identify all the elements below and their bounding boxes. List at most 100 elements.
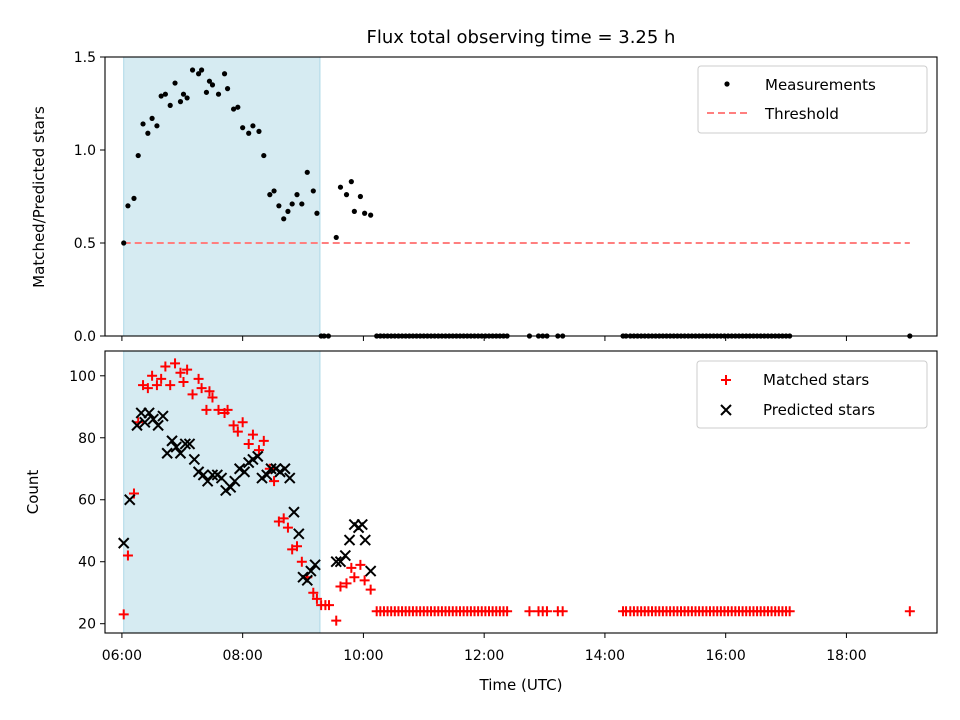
measurement-point xyxy=(131,195,137,201)
matched-point xyxy=(296,556,307,567)
matched-point xyxy=(160,361,171,372)
matched-point xyxy=(237,417,248,428)
measurement-point xyxy=(261,152,267,159)
measurement-point xyxy=(180,91,187,97)
predicted-point xyxy=(330,556,342,568)
bottom-x-tick-label: 08:00 xyxy=(222,648,262,664)
predicted-point xyxy=(215,472,228,484)
measurement-point xyxy=(246,130,252,136)
matched-point xyxy=(151,380,162,391)
measurement-point xyxy=(357,193,363,200)
legend-predicted-cross xyxy=(720,404,732,416)
measurement-point xyxy=(189,67,196,73)
legend-matched-plus xyxy=(721,375,731,385)
measurement-point xyxy=(267,192,273,198)
measurement-point xyxy=(184,95,190,101)
predicted-point xyxy=(143,407,155,419)
measurement-point xyxy=(195,71,202,77)
predicted-point xyxy=(229,475,241,487)
legend-matched-marker xyxy=(721,375,731,385)
matched-point xyxy=(122,550,133,561)
matched-point xyxy=(196,383,207,394)
measurement-point xyxy=(145,130,151,136)
measurement-point xyxy=(289,201,295,207)
predicted-point xyxy=(359,534,371,546)
top-y-tick-label: 1.5 xyxy=(74,50,96,66)
matched-point xyxy=(243,438,254,449)
predicted-point xyxy=(261,469,273,481)
measurement-point xyxy=(121,240,127,246)
predicted-point xyxy=(364,565,377,577)
matched-point xyxy=(331,615,342,626)
measurement-point xyxy=(299,201,305,207)
bottom-x-tick-label: 14:00 xyxy=(585,648,625,664)
predicted-point xyxy=(293,528,305,540)
measurement-point xyxy=(337,184,344,190)
matched-point xyxy=(147,370,158,381)
matched-point xyxy=(308,587,319,598)
matched-point xyxy=(904,606,915,617)
measurement-point xyxy=(304,169,310,175)
measurement-point xyxy=(209,82,216,88)
measurement-point xyxy=(224,86,231,92)
matched-point xyxy=(193,373,204,384)
legend-matched-label: Matched stars xyxy=(763,371,869,389)
top-x-ticks xyxy=(121,336,847,341)
predicted-point xyxy=(339,549,352,562)
x-axis-label: Time (UTC) xyxy=(479,676,563,694)
measurement-point xyxy=(314,210,320,216)
predicted-point xyxy=(124,494,136,506)
bottom-x-tick-label: 18:00 xyxy=(826,648,866,664)
measurement-point xyxy=(231,106,237,112)
matched-point xyxy=(269,476,280,487)
predicted-point xyxy=(179,438,192,450)
matched-point xyxy=(156,373,167,384)
matched-point xyxy=(524,606,535,617)
bottom-x-tick-label: 10:00 xyxy=(343,648,383,664)
top-panel: 0.0 0.5 1.0 1.5 Flux total observing time =… xyxy=(30,27,938,345)
top-y-tick-label: 0.0 xyxy=(74,329,96,345)
predicted-point xyxy=(288,506,300,518)
measurement-point xyxy=(125,203,131,209)
matched-point xyxy=(170,358,181,369)
matched-point xyxy=(346,562,357,573)
bottom-y-ticks: 20 40 60 80 100 xyxy=(69,369,105,633)
measurement-point xyxy=(177,99,184,105)
predicted-point xyxy=(157,410,169,422)
matched-point xyxy=(204,386,215,397)
predicted-point xyxy=(152,419,164,432)
measurement-point xyxy=(250,123,256,129)
measurement-point xyxy=(172,80,178,86)
measurement-point xyxy=(310,188,316,194)
measurement-point xyxy=(271,188,277,194)
legend-threshold-label: Threshold xyxy=(764,105,839,123)
predicted-point xyxy=(139,416,151,428)
matched-point xyxy=(187,389,198,400)
measurement-point xyxy=(276,203,282,209)
matched-point xyxy=(784,606,795,617)
bottom-x-tick-label: 12:00 xyxy=(464,648,504,664)
measurement-point xyxy=(158,93,164,99)
predicted-point xyxy=(305,565,317,577)
measurement-point xyxy=(294,192,300,198)
matched-point xyxy=(502,606,513,617)
measurement-point xyxy=(240,125,246,131)
measurement-point xyxy=(199,67,205,73)
predicted-point xyxy=(238,466,251,478)
top-y-axis-label: Matched/Predicted stars xyxy=(30,106,48,288)
measurement-point xyxy=(215,91,222,97)
bottom-shaded-span xyxy=(123,350,321,634)
matched-point xyxy=(247,429,258,440)
top-y-tick-label: 0.5 xyxy=(74,236,96,252)
matched-point xyxy=(232,426,243,437)
bottom-y-axis-label: Count xyxy=(24,470,42,515)
matched-point xyxy=(292,541,302,552)
matched-point xyxy=(213,404,224,415)
matched-point xyxy=(359,575,370,586)
predicted-point xyxy=(224,481,237,494)
predicted-point xyxy=(309,559,321,571)
matched-point xyxy=(182,364,193,375)
matched-point xyxy=(228,420,239,431)
matched-points xyxy=(118,358,915,626)
